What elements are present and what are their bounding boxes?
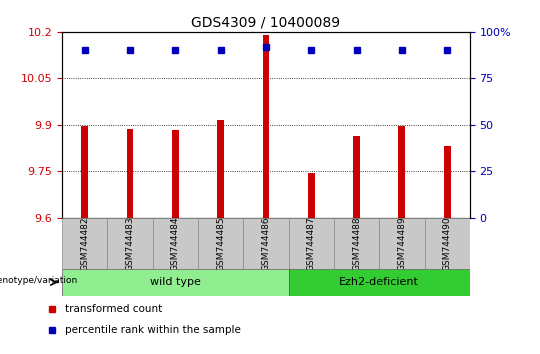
Bar — [288, 269, 470, 296]
Bar — [172, 130, 179, 218]
Bar — [424, 218, 470, 269]
Text: percentile rank within the sample: percentile rank within the sample — [65, 325, 241, 335]
Bar — [107, 218, 153, 269]
Text: GSM744487: GSM744487 — [307, 216, 316, 271]
Bar — [444, 147, 450, 218]
Text: GSM744486: GSM744486 — [261, 216, 271, 271]
Bar — [379, 218, 424, 269]
Text: genotype/variation: genotype/variation — [0, 276, 77, 285]
Text: wild type: wild type — [150, 277, 201, 287]
Text: GSM744489: GSM744489 — [397, 216, 406, 271]
Bar — [288, 218, 334, 269]
Text: GSM744482: GSM744482 — [80, 216, 89, 270]
Bar — [62, 218, 107, 269]
Bar — [334, 218, 379, 269]
Text: GSM744490: GSM744490 — [443, 216, 451, 271]
Title: GDS4309 / 10400089: GDS4309 / 10400089 — [191, 15, 341, 29]
Bar — [399, 126, 405, 218]
Bar — [198, 218, 244, 269]
Bar — [308, 173, 315, 218]
Bar — [353, 136, 360, 218]
Text: GSM744485: GSM744485 — [216, 216, 225, 271]
Text: Ezh2-deficient: Ezh2-deficient — [339, 277, 419, 287]
Text: transformed count: transformed count — [65, 304, 163, 314]
Text: GSM744488: GSM744488 — [352, 216, 361, 271]
Text: GSM744484: GSM744484 — [171, 216, 180, 270]
Bar — [262, 35, 269, 218]
Bar — [127, 130, 133, 218]
Bar — [244, 218, 288, 269]
Bar — [62, 269, 288, 296]
Bar — [153, 218, 198, 269]
Bar — [82, 126, 88, 218]
Bar — [217, 120, 224, 218]
Text: GSM744483: GSM744483 — [126, 216, 134, 271]
